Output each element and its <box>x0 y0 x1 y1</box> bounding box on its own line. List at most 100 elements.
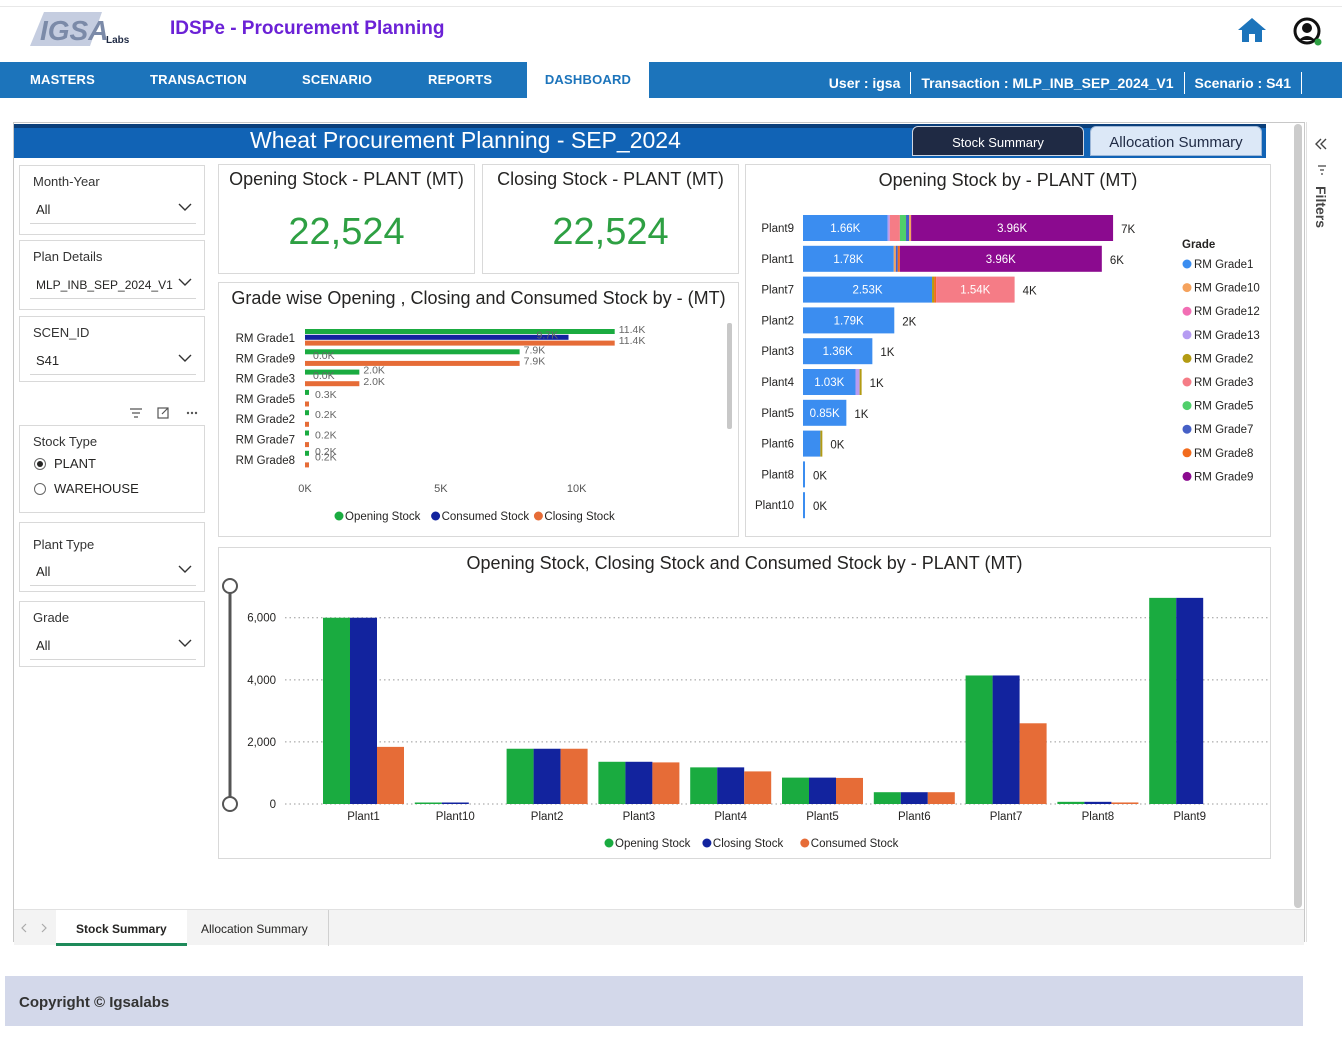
grade-category-label: RM Grade7 <box>236 435 295 447</box>
stacked-segment <box>803 307 895 334</box>
segment-data-label: 1.79K <box>834 315 864 327</box>
main-nav: MASTERS TRANSACTION SCENARIO REPORTS DAS… <box>0 62 1342 98</box>
plant-x-label: Plant2 <box>531 811 564 823</box>
grade-slicer: Grade All <box>19 601 205 667</box>
plant-x-label: Plant7 <box>990 811 1023 823</box>
allocation-summary-button[interactable]: Allocation Summary <box>1090 126 1262 156</box>
segment-data-label: 1.03K <box>814 377 844 389</box>
page-tab-stock-summary[interactable]: Stock Summary <box>56 910 187 946</box>
month-year-dropdown[interactable]: All <box>30 196 196 224</box>
transaction-info: Transaction : MLP_INB_SEP_2024_V1 <box>911 72 1185 94</box>
stacked-segment <box>855 369 860 395</box>
column-bar <box>323 617 350 804</box>
grade-chart-plot: 0K 5K 10K RM Grade1 11.4K 9.7K 11.4K RM Grade9 7… <box>236 323 732 523</box>
filters-pane-label[interactable]: Filters <box>1313 186 1329 229</box>
plant-x-label: Plant4 <box>714 811 747 823</box>
nav-scenario[interactable]: SCENARIO <box>302 72 373 87</box>
plant-type-dropdown[interactable]: All <box>30 558 196 586</box>
plan-details-value: MLP_INB_SEP_2024_V1 <box>36 278 173 292</box>
footer <box>5 976 1303 1026</box>
collapse-filters-icon[interactable] <box>1313 137 1329 151</box>
more-options-icon[interactable] <box>186 411 198 415</box>
plant-total-label: 2K <box>902 316 916 328</box>
grade-bar <box>305 442 309 448</box>
legend-marker <box>533 511 543 521</box>
legend-label: RM Grade10 <box>1194 283 1260 295</box>
column-bar <box>1057 801 1085 804</box>
report-scrollbar-thumb[interactable] <box>1294 124 1302 908</box>
stock-type-option-plant[interactable]: PLANT <box>34 456 96 471</box>
filters-funnel-icon <box>1318 165 1326 175</box>
zoom-slider-bottom-handle[interactable] <box>222 796 238 812</box>
stacked-segment <box>803 492 805 519</box>
legend-label: RM Grade12 <box>1194 306 1260 318</box>
column-bar <box>992 675 1020 804</box>
stacked-segment <box>803 399 847 426</box>
nav-transaction[interactable]: TRANSACTION <box>150 72 247 87</box>
grade-bar <box>305 340 615 346</box>
grade-bar <box>305 334 569 340</box>
zoom-slider-top-handle[interactable] <box>222 578 238 594</box>
grade-dropdown[interactable]: All <box>30 632 196 660</box>
app-title: IDSPe - Procurement Planning <box>170 18 445 39</box>
stock-type-option-warehouse[interactable]: WAREHOUSE <box>34 481 139 496</box>
legend-label: Opening Stock <box>345 511 421 523</box>
stock-summary-button[interactable]: Stock Summary <box>912 126 1084 156</box>
page-nav-arrows-icon[interactable] <box>18 922 52 934</box>
chart-scrollbar[interactable] <box>727 323 732 429</box>
opening-stock-by-plant-chart[interactable]: Opening Stock by - PLANT (MT) Plant9 1.66… <box>745 164 1271 537</box>
igsa-logo[interactable]: IGSA Labs <box>30 10 130 48</box>
legend-marker <box>334 511 344 521</box>
segment-data-label: 2.53K <box>852 285 882 297</box>
opening-stock-card[interactable]: Opening Stock - PLANT (MT) 22,524 <box>218 164 475 274</box>
plant-x-label: Plant5 <box>806 811 839 823</box>
page-tabs-bar: Stock Summary Allocation Summary <box>14 909 1304 946</box>
user-account-icon[interactable] <box>1292 16 1322 46</box>
filters-pane[interactable] <box>1306 122 1342 942</box>
grade-data-label: 0.2K <box>315 446 337 458</box>
plan-details-label: Plan Details <box>33 249 103 264</box>
home-icon[interactable] <box>1236 16 1268 44</box>
filter-icon[interactable] <box>130 408 142 418</box>
stock-type-option-label: WAREHOUSE <box>54 481 139 496</box>
plant-category-label: Plant10 <box>755 500 794 512</box>
chevron-down-icon <box>178 203 192 211</box>
plant-total-label: 0K <box>813 470 827 482</box>
legend-label: Closing Stock <box>713 838 784 850</box>
plant-category-label: Plant5 <box>761 408 794 420</box>
plant-total-label: 0K <box>830 440 844 452</box>
column-bar <box>1019 723 1047 804</box>
stacked-segment <box>803 338 873 365</box>
focus-mode-icon[interactable] <box>157 407 169 419</box>
legend-marker <box>800 838 810 848</box>
plant-category-label: Plant7 <box>761 285 794 297</box>
nav-masters[interactable]: MASTERS <box>30 72 95 87</box>
scen-id-dropdown[interactable]: S41 <box>30 347 196 375</box>
column-bar <box>1149 597 1177 804</box>
copyright-text: Copyright © Igsalabs <box>19 994 170 1011</box>
closing-stock-card[interactable]: Closing Stock - PLANT (MT) 22,524 <box>482 164 739 274</box>
grade-bar <box>305 349 520 355</box>
session-info: User : igsa Transaction : MLP_INB_SEP_20… <box>819 62 1302 98</box>
page-tab-allocation-summary[interactable]: Allocation Summary <box>181 910 329 946</box>
column-bar <box>836 777 863 804</box>
plant-x-label: Plant8 <box>1082 811 1115 823</box>
column-bar <box>377 746 404 804</box>
visual-header-icons <box>130 407 198 419</box>
plant-total-label: 7K <box>1121 224 1135 236</box>
plant-total-label: 1K <box>870 378 884 390</box>
y-tick-label: 6,000 <box>247 613 276 625</box>
column-bar <box>809 777 836 804</box>
column-bar <box>873 792 901 804</box>
x-tick-label: 10K <box>567 483 587 495</box>
nav-dashboard[interactable]: DASHBOARD <box>527 62 649 98</box>
x-tick-label: 0K <box>298 483 312 495</box>
closing-stock-card-title: Closing Stock - PLANT (MT) <box>497 169 724 189</box>
segment-data-label: 3.96K <box>997 223 1027 235</box>
nav-reports[interactable]: REPORTS <box>428 72 493 87</box>
grade-stock-chart[interactable]: Grade wise Opening , Closing and Consume… <box>218 282 739 537</box>
plant-stock-chart[interactable]: Opening Stock, Closing Stock and Consume… <box>218 547 1271 859</box>
stacked-segment <box>820 430 823 457</box>
plan-details-dropdown[interactable]: MLP_INB_SEP_2024_V1 <box>30 271 196 299</box>
legend-label: RM Grade8 <box>1194 448 1253 460</box>
